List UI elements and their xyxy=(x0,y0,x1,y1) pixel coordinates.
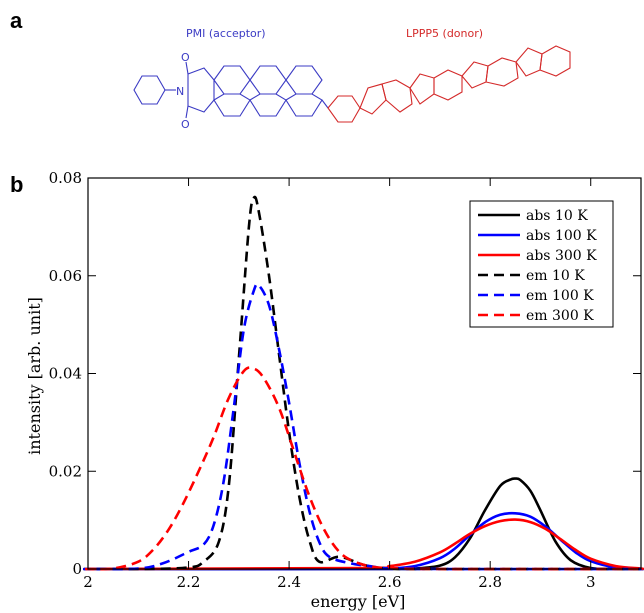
donor-label: LPPP5 (donor) xyxy=(406,27,483,40)
oxygen-atom-label-bottom: O xyxy=(181,118,190,131)
legend-label: abs 300 K xyxy=(526,248,597,264)
x-tick-label: 3 xyxy=(586,573,596,591)
donor-structure xyxy=(327,45,571,123)
oxygen-atom-label-top: O xyxy=(181,51,190,64)
plot-frame xyxy=(87,177,642,570)
y-tick-label: 0.02 xyxy=(49,462,82,480)
panel-label-a: a xyxy=(10,8,23,33)
molecule-structure: PMI (acceptor) LPPP5 (donor) N O O xyxy=(133,27,571,131)
series-line-2 xyxy=(87,511,644,571)
tick-layer: 2 2.2 2.4 2.6 2.8 3 0 0.02 0.04 0.06 0.08 xyxy=(49,169,641,591)
x-tick-label: 2.4 xyxy=(277,573,301,591)
x-tick-label: 2.8 xyxy=(478,573,502,591)
legend-label: em 300 K xyxy=(526,308,594,324)
legend-label: em 10 K xyxy=(526,268,585,284)
y-tick-label: 0.04 xyxy=(49,365,82,383)
x-tick-label: 2 xyxy=(83,573,93,591)
legend-label: em 100 K xyxy=(526,288,594,304)
series-line-6 xyxy=(84,366,642,571)
legend-box xyxy=(469,200,614,328)
x-tick-label: 2.2 xyxy=(177,573,201,591)
y-tick-label: 0.06 xyxy=(49,267,82,285)
acceptor-structure xyxy=(133,61,329,119)
acceptor-label: PMI (acceptor) xyxy=(186,27,266,40)
legend-label: abs 100 K xyxy=(526,228,597,244)
y-tick-label: 0 xyxy=(72,560,82,578)
panel-label-b: b xyxy=(10,172,23,197)
line-chart: intensity [arb. unit] energy [eV] 2 2.2 2.… xyxy=(25,169,644,611)
legend-label: abs 10 K xyxy=(526,208,588,224)
y-tick-label: 0.08 xyxy=(49,169,82,187)
legend: abs 10 K abs 100 K abs 300 K em 10 K em 100 … xyxy=(469,200,614,328)
y-axis-title: intensity [arb. unit] xyxy=(25,297,44,455)
legend-items: abs 10 K abs 100 K abs 300 K em 10 K em 100 … xyxy=(478,208,597,324)
x-tick-label: 2.6 xyxy=(378,573,402,591)
x-axis-title: energy [eV] xyxy=(311,592,406,611)
nitrogen-atom-label: N xyxy=(176,85,184,98)
